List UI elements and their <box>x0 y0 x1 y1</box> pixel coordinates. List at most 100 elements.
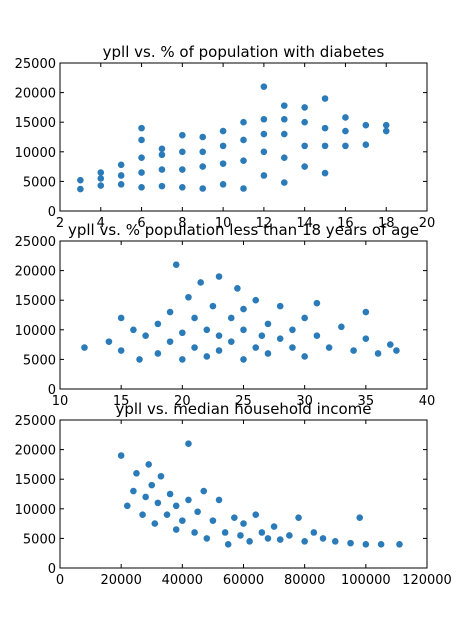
point <box>240 185 247 192</box>
point <box>138 124 145 132</box>
point <box>313 299 321 307</box>
point <box>362 141 370 148</box>
point <box>154 350 162 357</box>
point <box>240 520 247 527</box>
point <box>374 350 382 357</box>
point <box>280 130 288 138</box>
point <box>158 145 166 153</box>
y-tick-label: 5000 <box>23 532 56 547</box>
point <box>301 118 308 126</box>
point <box>166 338 174 345</box>
point <box>264 320 272 328</box>
y-tick-label: 15000 <box>15 294 56 309</box>
point <box>185 440 192 447</box>
point <box>105 338 113 345</box>
point <box>179 184 186 191</box>
point <box>347 539 354 547</box>
axes-frame <box>59 419 428 569</box>
point <box>138 184 145 191</box>
point <box>338 323 345 331</box>
point <box>148 481 156 489</box>
point <box>260 115 268 123</box>
y-tick-label: 25000 <box>15 414 56 429</box>
point <box>377 541 385 548</box>
point <box>301 538 308 545</box>
point <box>130 326 137 334</box>
point <box>117 181 125 188</box>
point <box>209 302 217 310</box>
point <box>197 279 204 286</box>
point <box>234 285 241 292</box>
point <box>270 523 278 530</box>
point <box>252 296 260 304</box>
point <box>97 182 105 189</box>
point <box>301 314 308 322</box>
point <box>382 127 390 135</box>
x-tick-label: 35 <box>358 394 375 409</box>
point <box>142 493 149 501</box>
x-tick-label: 12 <box>256 216 273 231</box>
point <box>387 341 394 348</box>
y-tick-label: 5000 <box>23 175 56 190</box>
point <box>142 332 149 340</box>
point <box>313 332 321 340</box>
point <box>325 344 333 351</box>
point <box>138 169 145 176</box>
point <box>227 338 235 345</box>
point <box>280 115 288 123</box>
point <box>185 496 192 504</box>
chart-title: ypll vs. % of population with diabetes <box>103 43 385 61</box>
point <box>136 356 143 363</box>
x-tick-label: 10 <box>52 394 69 409</box>
point <box>77 185 84 193</box>
point <box>240 118 247 126</box>
x-tick-label: 60000 <box>223 573 264 588</box>
y-tick-label: 0 <box>48 205 56 220</box>
axes-frame <box>59 62 428 212</box>
point <box>237 532 244 539</box>
point <box>356 514 364 521</box>
point <box>221 529 229 536</box>
x-tick-label: 18 <box>378 216 395 231</box>
point <box>362 335 370 342</box>
y-tick-label: 5000 <box>23 353 56 368</box>
point <box>331 538 339 545</box>
point <box>321 169 329 177</box>
point <box>342 127 349 135</box>
point <box>396 541 403 548</box>
point <box>179 356 186 363</box>
point <box>172 526 180 533</box>
point <box>154 320 162 328</box>
y-tick-label: 10000 <box>15 503 56 518</box>
point <box>199 148 207 156</box>
point <box>97 169 105 176</box>
point <box>321 95 329 102</box>
point <box>362 121 370 129</box>
point <box>139 511 146 519</box>
point <box>240 356 247 363</box>
point <box>219 181 227 188</box>
point <box>117 314 125 322</box>
point <box>301 104 308 111</box>
point <box>219 160 227 167</box>
point <box>240 326 247 334</box>
point <box>151 520 159 527</box>
point <box>362 541 370 548</box>
y-tick-label: 20000 <box>15 265 56 280</box>
point <box>301 353 308 360</box>
point <box>280 179 288 186</box>
point <box>260 172 268 179</box>
point <box>97 175 105 182</box>
point <box>301 142 308 150</box>
point <box>81 344 88 351</box>
point <box>191 529 198 536</box>
point <box>342 114 349 121</box>
point <box>203 326 211 334</box>
point <box>321 142 329 150</box>
point <box>166 308 174 316</box>
point <box>219 142 227 150</box>
point <box>310 529 318 536</box>
x-tick-label: 10 <box>215 216 232 231</box>
point <box>194 508 201 516</box>
